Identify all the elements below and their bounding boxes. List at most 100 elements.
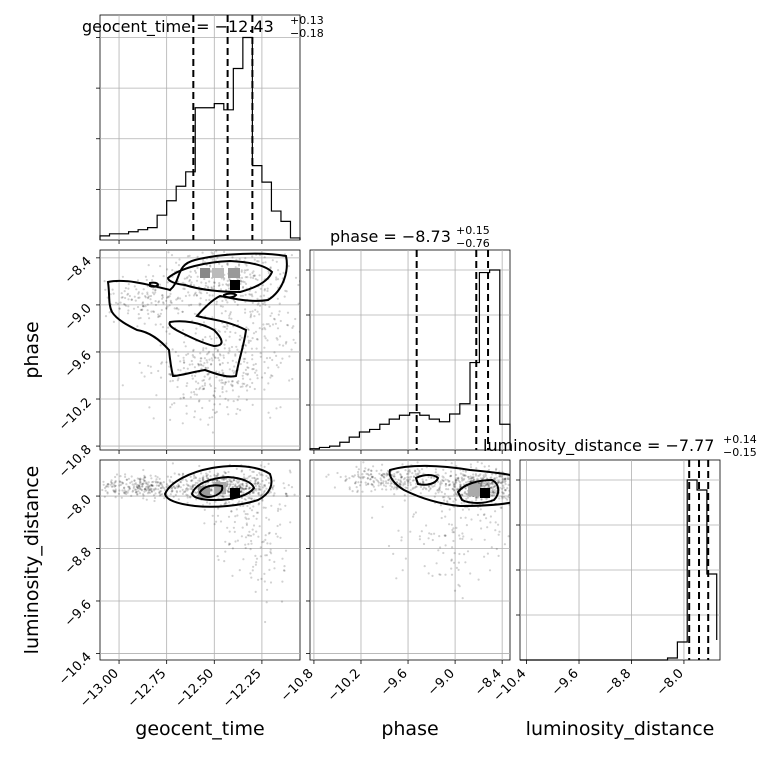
scatter-point xyxy=(154,480,157,483)
scatter-point xyxy=(416,472,419,475)
scatter-point xyxy=(486,482,489,486)
scatter-point xyxy=(148,295,151,298)
scatter-point xyxy=(509,485,510,488)
scatter-point xyxy=(142,288,145,291)
scatter-point xyxy=(284,342,287,345)
scatter-point xyxy=(458,585,461,588)
scatter-point xyxy=(430,533,433,536)
scatter-point xyxy=(201,338,204,341)
scatter-point xyxy=(273,567,276,570)
scatter-point xyxy=(157,484,161,487)
scatter-point xyxy=(244,368,247,371)
scatter-point xyxy=(283,569,286,572)
scatter-point xyxy=(224,330,227,333)
scatter-point xyxy=(232,299,235,302)
scatter-point xyxy=(169,299,172,302)
scatter-point xyxy=(104,315,108,318)
scatter-point xyxy=(192,348,195,351)
scatter-point xyxy=(138,485,141,488)
scatter-point xyxy=(418,469,421,472)
scatter-point xyxy=(263,289,266,292)
scatter-point xyxy=(244,351,247,354)
scatter-point xyxy=(227,399,230,402)
scatter-point xyxy=(273,317,276,320)
scatter-point xyxy=(147,312,150,315)
scatter-point xyxy=(271,323,275,326)
scatter-point xyxy=(242,371,245,374)
scatter-point xyxy=(412,479,415,482)
scatter-point xyxy=(489,515,492,518)
scatter-point xyxy=(248,534,251,537)
scatter-point xyxy=(382,476,385,479)
scatter-point xyxy=(462,535,465,538)
scatter-point xyxy=(286,323,289,327)
scatter-point xyxy=(154,303,158,307)
scatter-point xyxy=(277,507,280,510)
scatter-point xyxy=(333,486,336,489)
scatter-point xyxy=(227,287,231,290)
scatter-point xyxy=(198,477,201,480)
scatter-point xyxy=(159,482,162,485)
scatter-point xyxy=(125,492,128,496)
scatter-point xyxy=(114,484,117,487)
scatter-point xyxy=(266,339,269,342)
scatter-point xyxy=(207,373,210,376)
scatter-point xyxy=(414,485,417,488)
scatter-point xyxy=(263,326,266,329)
scatter-point xyxy=(492,491,495,494)
x-tick-label: −10.2 xyxy=(325,666,364,705)
scatter-point xyxy=(249,486,252,489)
scatter-point xyxy=(150,484,154,487)
scatter-point xyxy=(290,348,293,351)
scatter-point xyxy=(258,304,262,307)
scatter-point xyxy=(147,364,150,367)
scatter-point xyxy=(279,523,282,526)
scatter-point xyxy=(482,513,485,517)
scatter-point xyxy=(257,492,260,495)
scatter-point xyxy=(189,496,192,499)
scatter-point xyxy=(224,339,228,342)
scatter-point xyxy=(224,310,227,313)
scatter-point xyxy=(226,325,229,328)
scatter-point xyxy=(408,469,411,472)
scatter-point xyxy=(452,527,455,530)
scatter-point xyxy=(226,480,229,483)
scatter-point xyxy=(257,484,260,488)
scatter-point xyxy=(229,311,232,314)
scatter-point xyxy=(251,295,254,298)
scatter-point xyxy=(357,473,360,476)
scatter-point xyxy=(468,480,471,483)
scatter-point xyxy=(501,491,504,494)
scatter-point xyxy=(190,359,193,363)
scatter-point xyxy=(393,493,396,496)
scatter-point xyxy=(384,485,387,488)
scatter-point xyxy=(135,485,139,489)
scatter-point xyxy=(205,291,209,295)
scatter-point xyxy=(409,481,412,484)
scatter-point xyxy=(493,492,496,495)
scatter-point xyxy=(208,298,211,301)
scatter-point xyxy=(387,482,390,485)
scatter-point xyxy=(512,530,514,532)
scatter-point xyxy=(220,312,223,315)
scatter-point xyxy=(509,493,510,495)
scatter-point xyxy=(209,376,212,379)
scatter-point xyxy=(110,479,113,482)
scatter-point xyxy=(139,487,142,491)
scatter-point xyxy=(240,469,244,472)
density-block xyxy=(230,488,240,498)
scatter-point xyxy=(267,366,270,369)
scatter-point xyxy=(427,489,430,492)
scatter-point xyxy=(226,361,229,364)
scatter-point xyxy=(470,480,473,483)
scatter-point xyxy=(244,372,248,375)
scatter-point xyxy=(104,288,107,291)
scatter-point xyxy=(194,476,198,480)
scatter-point xyxy=(441,475,444,478)
scatter-point xyxy=(221,385,224,389)
scatter-point xyxy=(238,263,241,266)
scatter-point xyxy=(264,534,267,537)
scatter-point xyxy=(205,474,208,477)
scatter-point xyxy=(385,473,388,476)
scatter-point xyxy=(104,489,107,492)
